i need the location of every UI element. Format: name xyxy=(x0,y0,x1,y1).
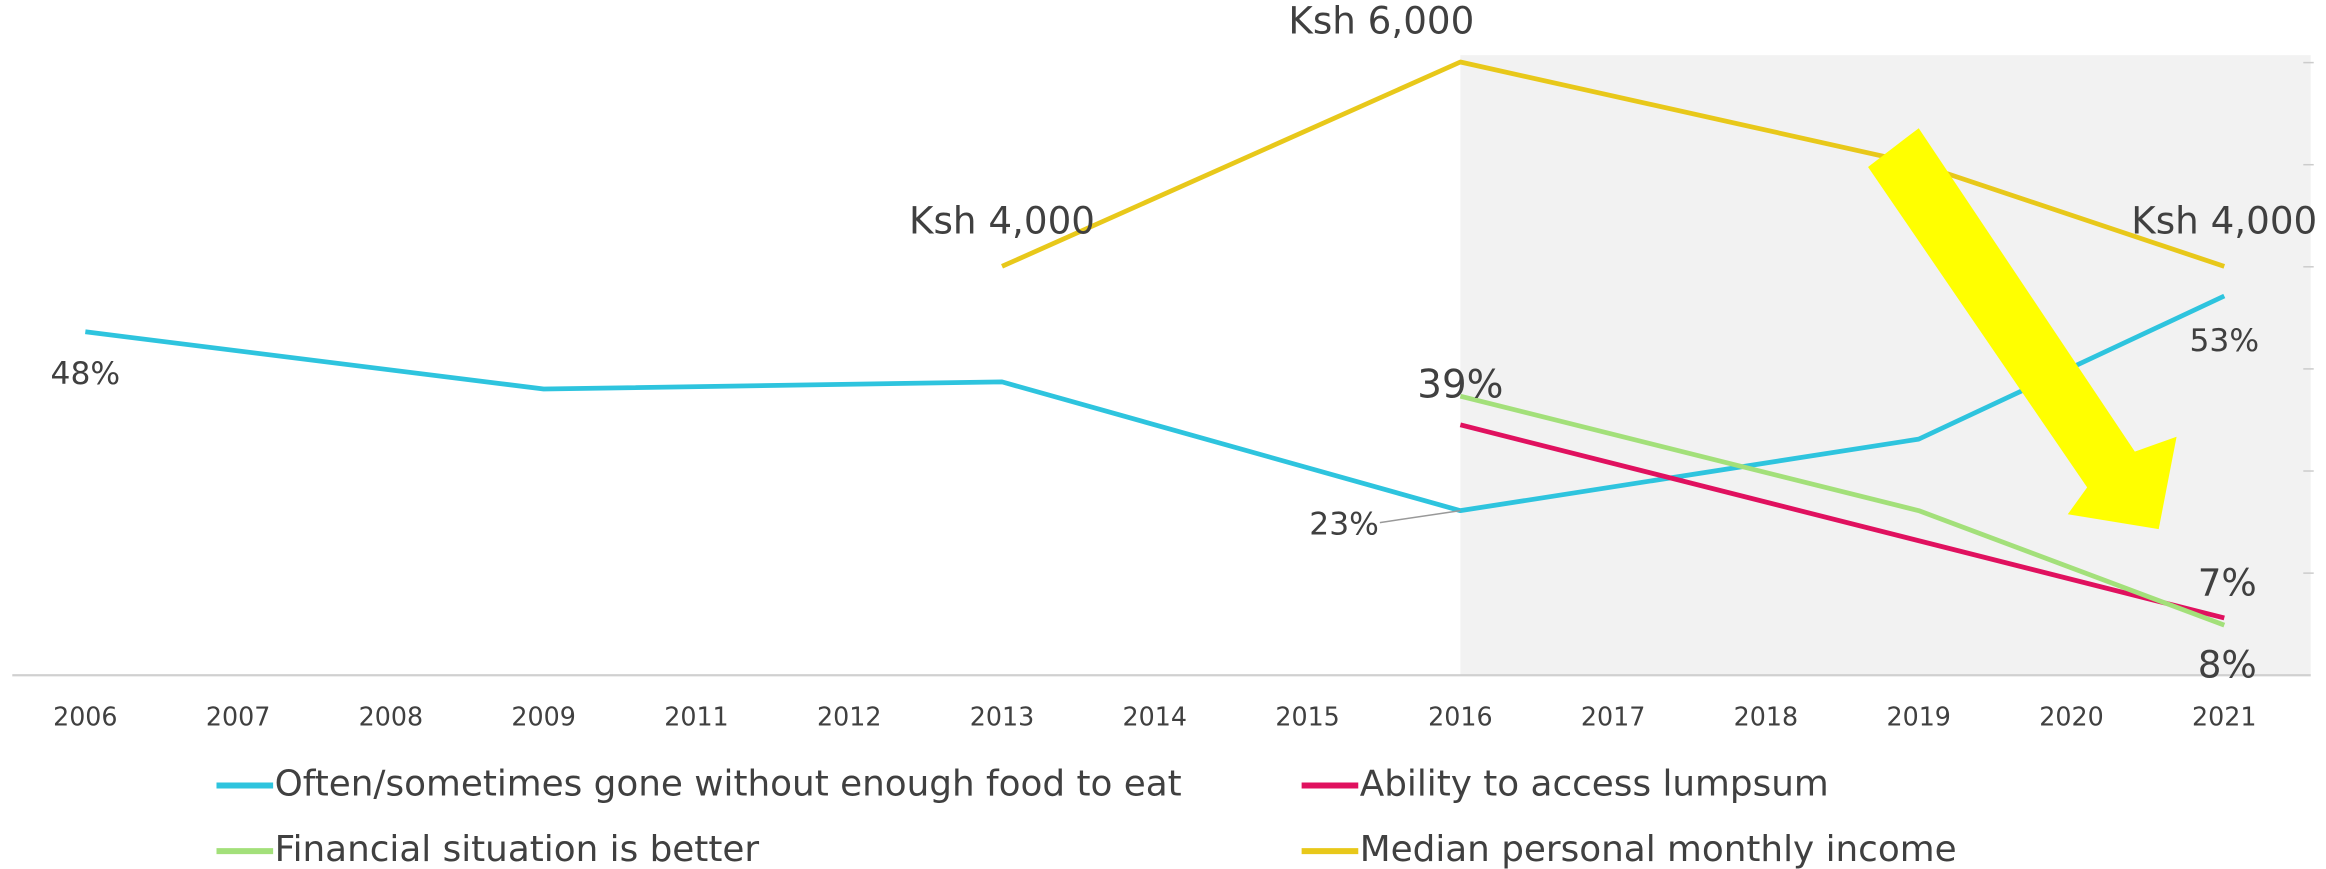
x-tick-label: 2018 xyxy=(1734,701,1798,731)
x-tick-label: 2019 xyxy=(1886,701,1950,731)
data-label: Ksh 6,000 xyxy=(1288,0,1474,43)
trend-arrow xyxy=(1868,128,2177,530)
series-line xyxy=(1001,59,2226,269)
series-line xyxy=(1459,422,2225,621)
legend-label: Financial situation is better xyxy=(275,829,760,869)
x-tick-label: 2007 xyxy=(206,701,270,731)
x-tick-label: 2008 xyxy=(359,701,423,731)
x-tick-label: 2020 xyxy=(2039,701,2103,731)
series-line xyxy=(1459,393,2226,628)
data-label: 48% xyxy=(51,356,121,392)
x-tick-label: 2009 xyxy=(511,701,575,731)
x-tick-label: 2017 xyxy=(1581,701,1645,731)
data-label: Ksh 4,000 xyxy=(909,199,1095,243)
legend-label: Median personal monthly income xyxy=(1360,829,1957,869)
data-label: Ksh 4,000 xyxy=(2131,199,2317,243)
leader-line xyxy=(1379,509,1461,524)
data-label: 53% xyxy=(2190,323,2260,359)
x-tick-label: 2014 xyxy=(1123,701,1187,731)
data-label: 8% xyxy=(2198,643,2257,687)
x-tick-label: 2016 xyxy=(1428,701,1492,731)
data-label: 39% xyxy=(1417,363,1503,408)
x-tick-label: 2021 xyxy=(2192,701,2256,731)
highlight-region xyxy=(1460,55,2311,676)
legend-label: Often/sometimes gone without enough food… xyxy=(275,764,1182,805)
series-line xyxy=(85,293,2226,514)
x-tick-label: 2006 xyxy=(53,701,117,731)
legend-label: Ability to access lumpsum xyxy=(1360,764,1829,805)
x-tick-label: 2011 xyxy=(664,701,728,731)
x-tick-label: 2012 xyxy=(817,701,881,731)
x-tick-label: 2013 xyxy=(970,701,1034,731)
x-tick-label: 2015 xyxy=(1275,701,1339,731)
data-label: 23% xyxy=(1309,507,1379,543)
data-label: 7% xyxy=(2198,560,2257,604)
